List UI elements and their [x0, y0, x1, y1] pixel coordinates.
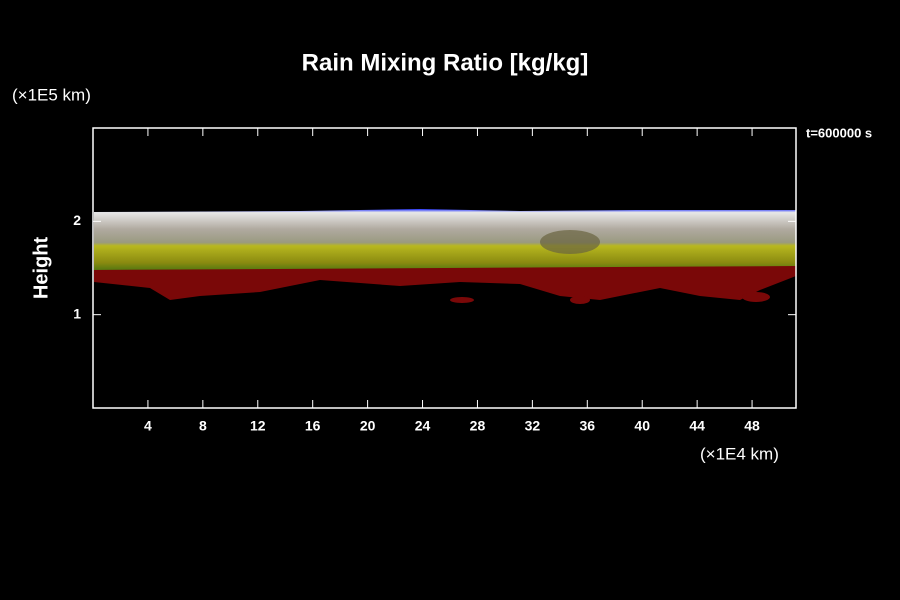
y-tick-label: 2 [73, 212, 81, 228]
x-tick-label: 24 [415, 418, 431, 434]
rain-cell [540, 230, 600, 254]
x-tick-label: 16 [305, 418, 321, 434]
rain-band [94, 209, 796, 276]
x-tick-label: 48 [744, 418, 760, 434]
field [94, 209, 796, 304]
x-tick-label: 12 [250, 418, 266, 434]
x-tick-label: 40 [634, 418, 650, 434]
chart-title: Rain Mixing Ratio [kg/kg] [302, 49, 589, 76]
rain-red-edge [94, 266, 796, 300]
time-annotation: t=600000 s [806, 125, 872, 140]
plot-frame [92, 127, 797, 409]
x-tick-label: 36 [580, 418, 596, 434]
y-unit: (×1E5 km) [12, 85, 91, 104]
rain-blob [742, 292, 770, 302]
axes [92, 127, 797, 409]
x-tick-label: 8 [199, 418, 207, 434]
y-label: Height [30, 237, 52, 300]
x-tick-label: 20 [360, 418, 376, 434]
rain-blob [450, 297, 474, 303]
x-tick-label: 32 [525, 418, 541, 434]
x-tick-label: 28 [470, 418, 486, 434]
rain-blob [570, 296, 590, 304]
x-tick-label: 44 [689, 418, 705, 434]
y-tick-label: 1 [73, 305, 81, 321]
x-tick-label: 4 [144, 418, 152, 434]
x-unit: (×1E4 km) [700, 444, 779, 463]
